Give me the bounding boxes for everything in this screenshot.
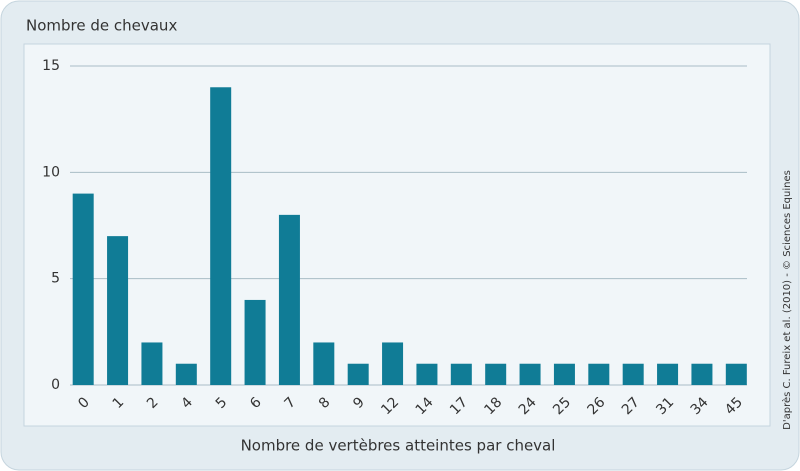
bar <box>175 363 197 385</box>
bar <box>347 363 369 385</box>
bar <box>278 214 300 385</box>
bar <box>107 236 129 385</box>
y-tick-label: 5 <box>51 271 60 287</box>
bar <box>622 363 644 385</box>
bar <box>485 363 507 385</box>
bar <box>244 299 266 385</box>
bar <box>553 363 575 385</box>
bar <box>588 363 610 385</box>
y-tick-label: 10 <box>42 164 60 180</box>
bar <box>141 342 163 385</box>
bar <box>691 363 713 385</box>
source-note: D'après C. Fureix et al. (2010) - © Scie… <box>781 170 793 430</box>
bar <box>519 363 541 385</box>
bar <box>313 342 335 385</box>
bar <box>382 342 404 385</box>
bar <box>210 87 232 386</box>
x-axis-label: Nombre de vertèbres atteintes par cheval <box>241 437 556 455</box>
bar <box>657 363 679 385</box>
y-tick-label: 0 <box>51 377 60 393</box>
bar <box>72 193 94 385</box>
y-tick-label: 15 <box>42 58 60 74</box>
chart-title: Nombre de chevaux <box>26 17 177 35</box>
bar <box>416 363 438 385</box>
bar <box>450 363 472 385</box>
bar <box>725 363 747 385</box>
